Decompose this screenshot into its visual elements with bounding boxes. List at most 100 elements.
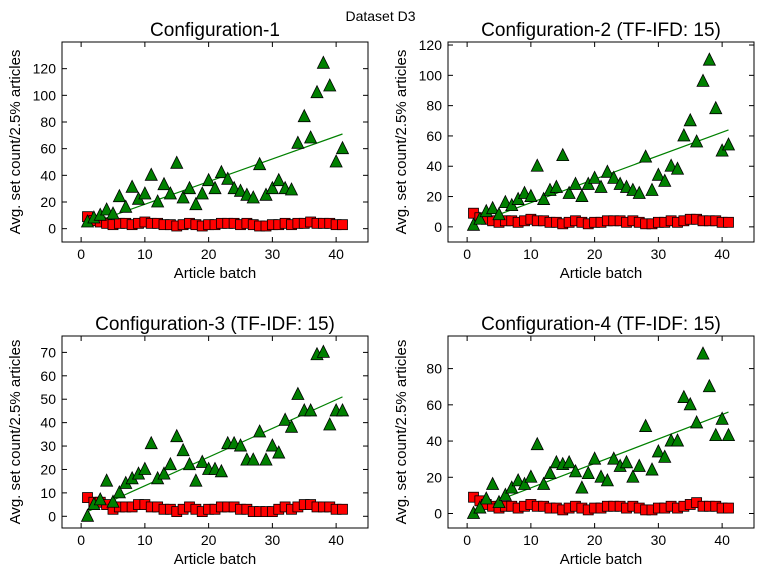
triangle-marker — [138, 461, 152, 475]
triangle-marker — [233, 438, 248, 452]
x-tick-label: 30 — [265, 532, 281, 548]
triangle-marker — [549, 179, 564, 193]
triangle-marker — [297, 108, 311, 123]
triangle-marker — [157, 466, 171, 480]
triangle-marker — [709, 427, 723, 442]
x-tick-label: 10 — [523, 532, 539, 548]
triangle-marker — [284, 182, 299, 196]
subplot-title: Configuration-2 (TF-IFD: 15) — [481, 20, 721, 41]
triangle-marker — [182, 456, 197, 471]
x-axis-label: Article batch — [560, 265, 643, 282]
triangle-marker — [303, 403, 318, 417]
triangle-marker — [265, 180, 280, 195]
triangle-marker — [106, 494, 120, 508]
triangle-marker — [709, 100, 723, 115]
triangle-marker — [562, 185, 576, 199]
triangle-marker — [189, 473, 203, 487]
y-tick-label: 40 — [40, 167, 56, 183]
triangle-marker — [106, 206, 120, 220]
triangle-marker — [150, 194, 165, 208]
triangle-marker — [632, 185, 646, 199]
plot-area — [80, 55, 350, 232]
y-tick-label: 60 — [40, 368, 56, 384]
triangle-marker — [278, 412, 292, 426]
y-tick-label: 60 — [426, 128, 442, 144]
y-tick-label: 0 — [48, 508, 56, 524]
triangle-marker — [323, 417, 337, 431]
plot-area — [466, 346, 736, 519]
triangle-marker — [651, 444, 666, 458]
x-tick-label: 0 — [77, 532, 85, 548]
x-axis-label: Article batch — [560, 551, 643, 568]
triangle-marker — [329, 154, 343, 168]
triangle-marker — [272, 172, 286, 187]
y-tick-label: 20 — [426, 469, 442, 485]
triangle-marker — [670, 433, 685, 447]
triangle-marker — [543, 465, 557, 480]
triangle-marker — [195, 454, 209, 468]
triangle-marker — [670, 161, 685, 175]
triangle-marker — [658, 449, 672, 463]
x-tick-label: 30 — [265, 246, 281, 262]
triangle-marker — [645, 182, 659, 196]
square-marker — [723, 216, 734, 228]
triangle-marker — [246, 190, 260, 204]
triangle-marker — [600, 164, 615, 178]
subplot-4: 0 10 20 30 40 0 20 40 60 80 Configuration-4 (TF-ID… — [393, 314, 755, 568]
y-tick-label: 20 — [40, 461, 56, 477]
y-tick-label: 120 — [33, 61, 57, 77]
triangle-marker — [284, 419, 299, 433]
subplot-title: Configuration-4 (TF-IDF: 15) — [481, 314, 721, 335]
triangle-marker — [214, 463, 229, 478]
y-tick-label: 20 — [40, 194, 56, 210]
triangle-marker — [221, 171, 235, 185]
triangle-marker — [485, 200, 500, 215]
triangle-marker — [556, 147, 570, 162]
x-tick-label: 10 — [137, 246, 153, 262]
triangle-marker — [607, 451, 621, 465]
triangle-marker — [658, 173, 672, 187]
triangle-marker — [619, 454, 634, 469]
triangle-marker — [530, 158, 544, 172]
triangle-marker — [259, 187, 273, 201]
y-tick-label: 50 — [40, 391, 56, 407]
axes-frame — [61, 41, 369, 243]
triangle-marker — [176, 442, 190, 457]
triangle-marker — [492, 494, 506, 509]
triangle-marker — [702, 378, 717, 393]
y-tick-label: 60 — [426, 397, 442, 413]
axes-frame — [447, 335, 755, 529]
triangle-marker — [562, 454, 576, 469]
x-tick-label: 40 — [328, 246, 344, 262]
y-tick-label: 40 — [40, 415, 56, 431]
x-tick-label: 40 — [328, 532, 344, 548]
axes-frame — [61, 335, 369, 529]
triangle-marker — [112, 188, 127, 203]
y-axis-label: Avg. set count/2.5% articles — [393, 340, 410, 525]
triangle-marker — [600, 473, 615, 487]
triangle-marker — [201, 172, 216, 187]
y-tick-label: 80 — [426, 361, 442, 377]
triangle-marker — [252, 424, 267, 438]
plot-area — [80, 344, 350, 522]
trend-line — [473, 411, 729, 511]
triangle-marker — [581, 465, 595, 480]
x-tick-label: 0 — [463, 532, 471, 548]
triangle-marker — [259, 452, 273, 466]
triangle-marker — [638, 418, 653, 432]
subplot-title: Configuration-3 (TF-IDF: 15) — [95, 314, 335, 335]
triangle-marker — [316, 55, 331, 69]
y-tick-label: 0 — [434, 219, 442, 235]
y-tick-label: 80 — [40, 114, 56, 130]
y-tick-label: 40 — [426, 158, 442, 174]
x-tick-label: 30 — [651, 532, 667, 548]
triangle-marker — [492, 206, 506, 221]
triangle-marker — [335, 403, 350, 417]
x-tick-label: 10 — [523, 246, 539, 262]
y-tick-label: 70 — [40, 344, 56, 360]
axes-frame — [447, 41, 755, 243]
triangle-marker — [715, 411, 729, 425]
triangle-marker — [696, 73, 710, 87]
triangle-marker — [568, 463, 583, 478]
triangle-marker — [208, 180, 222, 195]
